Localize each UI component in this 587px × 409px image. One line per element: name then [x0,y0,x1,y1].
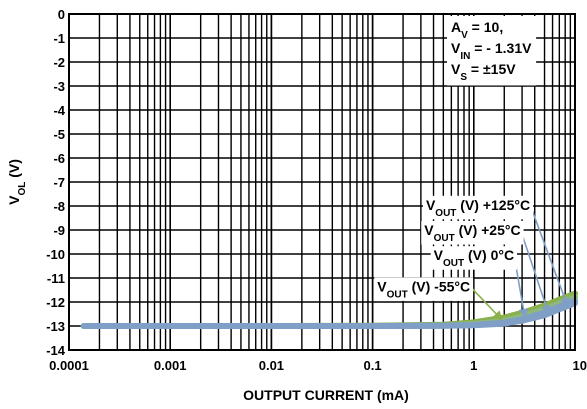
y-tick-label: -3 [53,79,65,94]
y-tick-label: -7 [53,175,65,190]
svg-text:VOUT (V) +125°C: VOUT (V) +125°C [426,197,530,219]
y-tick-label: -1 [53,31,65,46]
annotation-arrow [519,229,551,315]
x-axis-title: OUTPUT CURRENT (mA) [243,387,409,403]
y-tick-label: -13 [46,319,65,334]
y-tick-label: -11 [47,271,65,286]
svg-text:VOUT (V) -55°C: VOUT (V) -55°C [377,278,470,300]
y-tick-label: -12 [46,295,65,310]
annotation-arrow [529,204,570,308]
y-tick-labels: 0 -1 -2 -3 -4 -5 -6 -7 -8 -9 -10 -11 -12 -13 -14 [46,7,66,358]
y-tick-label: -2 [53,55,65,70]
y-tick-label: -4 [53,103,65,118]
y-axis-title: VOL (V) [6,159,28,205]
x-tick-label: 10 [573,358,587,373]
annotation-arrow [469,285,503,321]
svg-text:VOL (V): VOL (V) [6,159,28,205]
x-tick-label: 0.01 [259,358,284,373]
annotation-arrows [469,204,570,321]
x-tick-label: 0.1 [364,358,382,373]
x-tick-label: 1 [470,358,477,373]
svg-text:VOUT (V) 0°C: VOUT (V) 0°C [434,247,514,269]
condition-line: VS = ±15V [451,61,516,83]
x-tick-labels: 0.0001 0.001 0.01 0.1 1 10 [49,358,587,373]
x-tick-label: 0.001 [154,358,187,373]
y-tick-label: -10 [46,247,65,262]
y-tick-label: -14 [46,343,66,358]
plot-frame [68,13,576,351]
series-label: VOUT (V) -55°C [374,277,474,301]
y-tick-label: -9 [53,223,65,238]
condition-line: AV = 10, [451,19,503,41]
series-label: VOUT (V) 0°C [430,246,518,270]
series-label: VOUT (V) +125°C [422,195,534,220]
svg-text:VOUT (V) +25°C: VOUT (V) +25°C [424,222,520,244]
series-label: VOUT (V) +25°C [421,221,524,245]
y-tick-label: -8 [53,199,65,214]
y-tick-label: 0 [58,7,65,22]
series-labels: VOUT (V) +125°C VOUT (V) +25°C VOUT (V) 0°… [374,195,534,301]
x-tick-label: 0.0001 [49,358,89,373]
y-tick-label: -6 [53,151,65,166]
y-tick-label: -5 [53,127,65,142]
condition-line: VIN = - 1.31V [451,40,532,62]
